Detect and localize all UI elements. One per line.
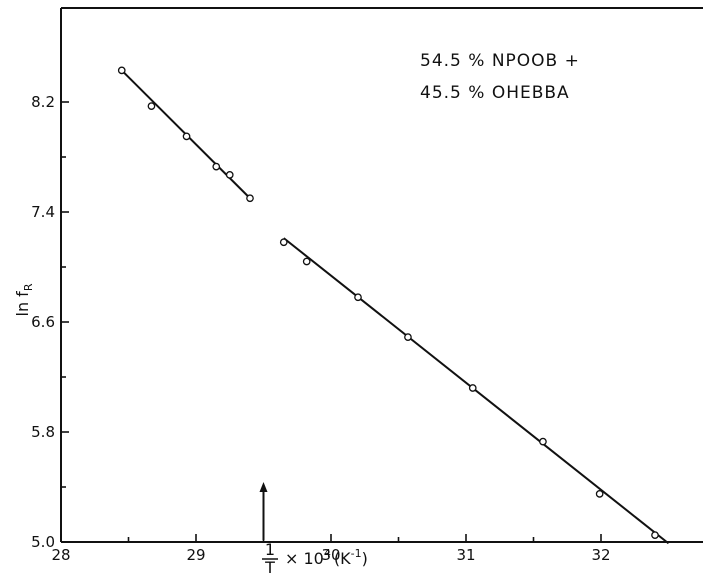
y-tick-label: 5.0	[31, 533, 55, 551]
x-tick-label: 28	[51, 546, 70, 564]
x-ticks: 28 29 30 31 32	[51, 534, 611, 564]
data-point	[539, 437, 547, 446]
x-tick-label: 30	[321, 546, 340, 564]
data-point	[225, 171, 234, 179]
plot-frame	[60, 7, 703, 543]
y-tick-label: 8.2	[31, 93, 55, 111]
transition-arrow-marker	[259, 482, 268, 540]
y-axis-label-sub: R	[22, 283, 35, 291]
x-axis-label: 1 T × 104 (K-1)	[262, 540, 368, 574]
x-tick-label: 31	[456, 546, 475, 564]
legend-line-2: 45.5 % OHEBBA	[420, 83, 570, 103]
x-axis-label-denominator: T	[264, 558, 275, 574]
y-axis-label-main: ln f	[13, 291, 32, 317]
fit-line	[283, 237, 670, 545]
x-tick-label: 29	[186, 546, 205, 564]
data-point	[212, 162, 221, 171]
y-ticks: 5.0 5.8 6.6 7.4 8.2	[31, 93, 69, 551]
data-point	[182, 132, 191, 141]
data-point	[117, 66, 126, 75]
x-axis-label-exponent: 4	[324, 547, 331, 560]
y-axis-label: ln fR	[13, 283, 35, 316]
data-point	[354, 293, 362, 302]
svg-text:× 104(K-1): × 104 (K-1)	[285, 547, 368, 568]
y-tick-label: 6.6	[31, 313, 55, 331]
data-point	[468, 384, 477, 392]
data-point	[404, 333, 412, 341]
x-axis-label-unit-close: )	[362, 549, 368, 568]
x-axis-label-numerator: 1	[265, 540, 275, 559]
data-points	[117, 66, 659, 539]
y-tick-label: 5.8	[31, 423, 55, 441]
arrow-head	[259, 482, 268, 492]
x-tick-label: 32	[591, 546, 610, 564]
y-tick-label: 7.4	[31, 203, 55, 221]
data-point	[147, 102, 156, 110]
svg-text:ln fR: ln fR	[13, 283, 35, 316]
x-axis-label-unit-exp: -1	[351, 547, 362, 560]
data-point	[246, 194, 254, 203]
legend-line-1: 54.5 % NPOOB +	[420, 51, 580, 71]
x-axis-label-middle: × 10	[285, 549, 324, 568]
data-point	[595, 490, 604, 498]
data-point	[279, 238, 288, 247]
x-axis-label-unit-open: (K	[334, 549, 351, 568]
data-point	[302, 257, 311, 266]
fit-lines	[121, 69, 670, 545]
data-point	[651, 531, 659, 539]
